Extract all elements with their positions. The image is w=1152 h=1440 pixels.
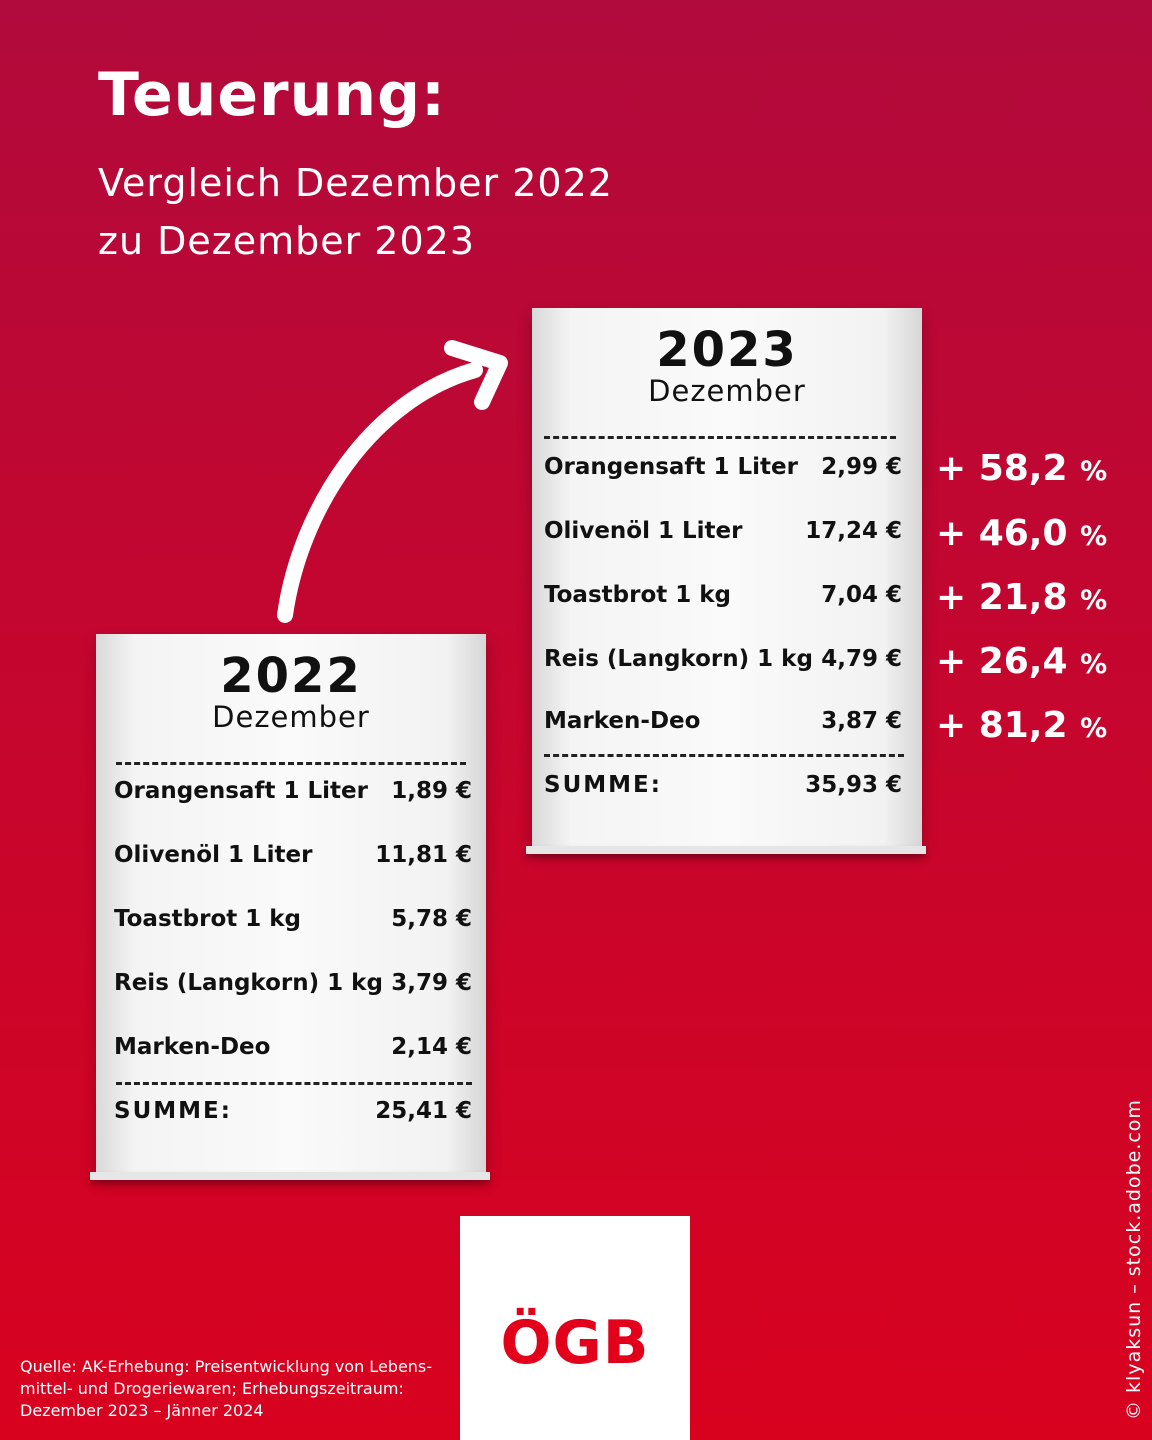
increase-marken-deo: + 81,2 % [936,705,1107,746]
increase-unit: % [1080,585,1108,616]
item-label: Reis (Langkorn) 1 kg [114,970,383,996]
item-label: Marken-Deo [544,708,701,734]
increase-unit: % [1080,456,1108,487]
subtitle-line-1: Vergleich Dezember 2022 [98,161,613,205]
receipt-month: Dezember [212,700,370,734]
increase-value: + 26,4 [936,641,1068,682]
receipt-2022: 2022 Dezember Orangensaft 1 Liter 1,89 €… [90,634,490,1180]
page-subtitle: Vergleich Dezember 2022 zu Dezember 2023 [98,154,613,270]
curved-arrow-icon [277,340,508,623]
increase-value: + 58,2 [936,448,1068,489]
item-label: Orangensaft 1 Liter [114,778,368,804]
receipt-year: 2022 [220,648,362,704]
item-price: 1,89 € [391,778,472,804]
item-label: Reis (Langkorn) 1 kg [544,646,813,672]
increase-unit: % [1080,713,1108,744]
separator [116,762,466,765]
item-price: 11,81 € [375,842,472,868]
item-price: 3,79 € [391,970,472,996]
photo-credit: © klyaksun – stock.adobe.com [1123,1099,1145,1420]
item-label: Marken-Deo [114,1034,271,1060]
item-price: 2,14 € [391,1034,472,1060]
increase-value: + 21,8 [936,577,1068,618]
receipt-2023: 2023 Dezember Orangensaft 1 Liter 2,99 €… [526,308,926,854]
increase-orangensaft: + 58,2 % [936,448,1107,489]
sum-value: 25,41 € [375,1098,472,1124]
increase-toastbrot: + 21,8 % [936,577,1107,618]
increase-reis: + 26,4 % [936,641,1107,682]
item-label: Toastbrot 1 kg [544,582,732,608]
page-title: Teuerung: [98,60,447,130]
item-price: 3,87 € [821,708,902,734]
increase-unit: % [1080,521,1108,552]
receipt-year: 2023 [656,322,798,378]
source-note: Quelle: AK-Erhebung: Preisentwicklung vo… [20,1357,433,1420]
separator [544,754,904,757]
ogb-logo: ÖGB [460,1216,690,1440]
separator [116,1082,472,1085]
item-label: Olivenöl 1 Liter [544,518,743,544]
item-price: 17,24 € [805,518,902,544]
sum-value: 35,93 € [805,772,902,798]
separator [544,436,896,439]
increase-value: + 81,2 [936,705,1068,746]
sum-label: SUMME: [114,1098,232,1124]
item-label: Orangensaft 1 Liter [544,454,798,480]
logo-text: ÖGB [500,1308,650,1378]
item-price: 2,99 € [821,454,902,480]
item-price: 5,78 € [391,906,472,932]
subtitle-line-2: zu Dezember 2023 [98,219,475,263]
increase-unit: % [1080,649,1108,680]
increase-value: + 46,0 [936,513,1068,554]
sum-label: SUMME: [544,772,662,798]
item-label: Toastbrot 1 kg [114,906,302,932]
increase-olivenoel: + 46,0 % [936,513,1107,554]
receipt-month: Dezember [648,374,806,408]
item-price: 7,04 € [821,582,902,608]
item-price: 4,79 € [821,646,902,672]
item-label: Olivenöl 1 Liter [114,842,313,868]
